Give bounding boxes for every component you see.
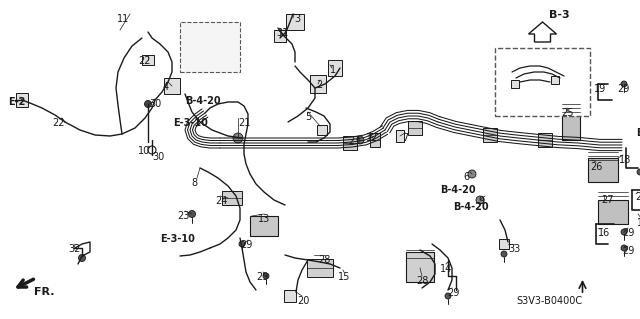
Bar	[310, 75, 326, 93]
Text: 24: 24	[215, 196, 227, 206]
Text: 21: 21	[238, 118, 250, 128]
Bar	[328, 60, 342, 76]
Text: 31: 31	[276, 28, 288, 38]
Text: 29: 29	[617, 84, 629, 94]
Text: 26: 26	[590, 162, 602, 172]
Text: 20: 20	[297, 296, 309, 306]
Bar	[250, 216, 278, 236]
Bar	[396, 130, 404, 142]
Circle shape	[637, 169, 640, 175]
Bar	[164, 78, 180, 94]
Bar	[222, 191, 242, 205]
Circle shape	[621, 229, 627, 235]
Bar	[307, 259, 333, 277]
Circle shape	[476, 196, 484, 204]
Bar	[408, 121, 422, 135]
Polygon shape	[529, 22, 557, 42]
Bar	[562, 112, 580, 140]
Text: 3: 3	[294, 14, 300, 24]
Circle shape	[239, 241, 245, 247]
Text: 5: 5	[305, 112, 311, 122]
Text: 4: 4	[163, 82, 169, 92]
Text: 23: 23	[177, 211, 189, 221]
Text: 19: 19	[594, 84, 606, 94]
Bar	[511, 80, 519, 88]
Bar	[284, 290, 296, 302]
Bar	[343, 136, 357, 150]
Circle shape	[621, 81, 627, 87]
Circle shape	[468, 170, 476, 178]
Text: 7: 7	[402, 133, 408, 143]
Text: 30: 30	[149, 99, 161, 109]
Bar	[370, 133, 380, 147]
Text: 13: 13	[258, 214, 270, 224]
Text: 12: 12	[366, 133, 378, 143]
Text: B-4-20: B-4-20	[440, 185, 476, 195]
Text: 1: 1	[330, 65, 336, 75]
Bar	[317, 125, 327, 135]
Bar	[274, 30, 286, 42]
Bar	[286, 14, 304, 30]
Circle shape	[263, 273, 269, 279]
Bar	[180, 22, 240, 72]
Text: 9: 9	[478, 196, 484, 206]
Circle shape	[148, 146, 156, 154]
Circle shape	[189, 211, 195, 218]
Circle shape	[79, 255, 86, 262]
Text: B-4-20: B-4-20	[185, 96, 221, 106]
Bar	[588, 158, 618, 182]
Text: 29: 29	[622, 228, 634, 238]
Circle shape	[501, 251, 507, 257]
Text: E-3-10: E-3-10	[160, 234, 195, 244]
Circle shape	[233, 133, 243, 143]
Text: 2: 2	[316, 80, 323, 90]
Bar	[499, 239, 509, 249]
Text: E-3-10: E-3-10	[173, 118, 208, 128]
Text: 33: 33	[508, 244, 520, 254]
Text: 16: 16	[598, 228, 611, 238]
Text: 27: 27	[635, 192, 640, 202]
Bar	[598, 200, 628, 224]
Text: 8: 8	[191, 178, 197, 188]
Text: 32: 32	[68, 244, 81, 254]
Circle shape	[356, 136, 364, 144]
Text: 28: 28	[416, 276, 428, 286]
Text: S3V3-B0400C: S3V3-B0400C	[516, 296, 582, 306]
Bar	[16, 93, 28, 107]
Text: 23: 23	[348, 136, 360, 146]
Bar	[551, 76, 559, 84]
Text: 17: 17	[637, 218, 640, 228]
Text: 29: 29	[240, 240, 252, 250]
Text: 29: 29	[447, 288, 460, 298]
Text: B-3: B-3	[549, 10, 570, 20]
Text: 22: 22	[52, 118, 65, 128]
Bar	[538, 133, 552, 147]
Text: 30: 30	[152, 152, 164, 162]
Circle shape	[145, 100, 152, 108]
Text: 27: 27	[601, 195, 614, 205]
Bar	[406, 252, 434, 282]
Text: B-3: B-3	[636, 128, 640, 138]
Text: E-2: E-2	[8, 97, 26, 107]
Bar	[483, 128, 497, 142]
Bar	[142, 55, 154, 65]
Text: 29: 29	[622, 246, 634, 256]
Circle shape	[621, 245, 627, 251]
Text: 10: 10	[138, 146, 150, 156]
Text: 29: 29	[256, 272, 268, 282]
Text: 28: 28	[318, 255, 330, 265]
Text: B-4-20: B-4-20	[453, 202, 488, 212]
Text: 15: 15	[338, 272, 350, 282]
Text: 6: 6	[463, 172, 469, 182]
Bar	[495, 48, 590, 116]
Text: 14: 14	[440, 264, 452, 274]
Text: FR.: FR.	[34, 287, 54, 297]
Circle shape	[445, 293, 451, 299]
Text: 11: 11	[117, 14, 129, 24]
Text: 22: 22	[138, 56, 150, 66]
Text: 25: 25	[561, 108, 573, 118]
Text: 18: 18	[619, 155, 631, 165]
